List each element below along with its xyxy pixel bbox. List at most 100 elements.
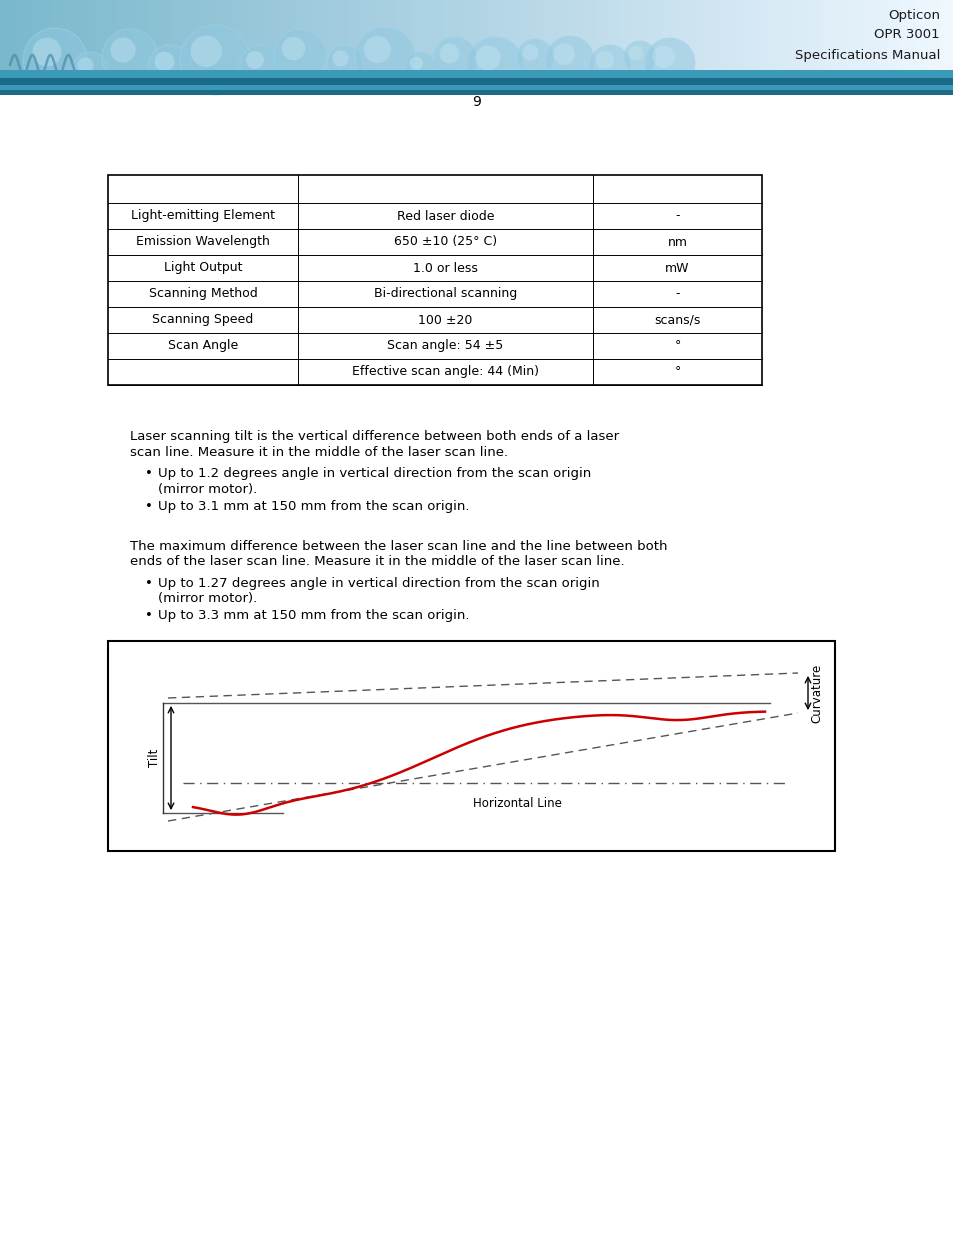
Bar bbox=[395, 0, 400, 85]
Circle shape bbox=[553, 43, 575, 64]
Text: -: - bbox=[675, 288, 679, 300]
Bar bbox=[57, 0, 62, 85]
Bar bbox=[662, 0, 667, 85]
Bar bbox=[429, 0, 434, 85]
Circle shape bbox=[240, 44, 280, 85]
Bar bbox=[305, 0, 310, 85]
Bar bbox=[562, 0, 567, 85]
Bar bbox=[324, 0, 329, 85]
Bar bbox=[0, 83, 953, 91]
Circle shape bbox=[355, 27, 415, 86]
Text: Light-emitting Element: Light-emitting Element bbox=[131, 210, 274, 222]
Bar bbox=[43, 0, 48, 85]
Bar bbox=[400, 0, 405, 85]
Circle shape bbox=[628, 46, 642, 61]
Bar bbox=[781, 0, 786, 85]
Bar bbox=[24, 0, 29, 85]
Bar bbox=[658, 0, 662, 85]
Bar bbox=[943, 0, 948, 85]
Bar bbox=[100, 0, 105, 85]
Bar bbox=[524, 0, 529, 85]
Bar bbox=[729, 0, 734, 85]
Bar bbox=[867, 0, 872, 85]
Bar bbox=[591, 0, 596, 85]
Bar bbox=[424, 0, 429, 85]
Circle shape bbox=[364, 36, 391, 63]
Bar bbox=[467, 0, 472, 85]
Bar bbox=[820, 0, 824, 85]
Bar bbox=[157, 0, 162, 85]
Bar bbox=[86, 0, 91, 85]
Bar bbox=[224, 0, 229, 85]
Circle shape bbox=[409, 57, 422, 70]
Bar bbox=[205, 0, 210, 85]
Text: •: • bbox=[145, 467, 152, 480]
Bar bbox=[257, 0, 262, 85]
Bar bbox=[143, 0, 148, 85]
Text: Emission Wavelength: Emission Wavelength bbox=[136, 236, 270, 248]
Bar bbox=[267, 0, 272, 85]
Bar bbox=[896, 0, 901, 85]
Bar bbox=[848, 0, 853, 85]
Bar bbox=[538, 0, 543, 85]
Bar bbox=[667, 0, 672, 85]
Bar bbox=[76, 0, 81, 85]
Bar bbox=[410, 0, 415, 85]
Bar bbox=[810, 0, 815, 85]
Bar bbox=[581, 0, 586, 85]
Bar bbox=[186, 0, 191, 85]
Text: •: • bbox=[145, 610, 152, 622]
Circle shape bbox=[522, 44, 538, 61]
Bar bbox=[610, 0, 615, 85]
Text: Curvature: Curvature bbox=[810, 663, 822, 722]
Text: Light Output: Light Output bbox=[164, 262, 242, 274]
Bar bbox=[529, 0, 534, 85]
Text: scans/s: scans/s bbox=[654, 314, 700, 326]
Bar bbox=[172, 0, 176, 85]
Text: Red laser diode: Red laser diode bbox=[396, 210, 494, 222]
Bar bbox=[262, 0, 267, 85]
Bar bbox=[95, 0, 100, 85]
Circle shape bbox=[148, 44, 192, 89]
Bar bbox=[496, 0, 500, 85]
Circle shape bbox=[23, 28, 87, 91]
Bar bbox=[743, 0, 748, 85]
Bar bbox=[882, 0, 886, 85]
Circle shape bbox=[327, 44, 363, 82]
Bar bbox=[558, 0, 562, 85]
Bar bbox=[319, 0, 324, 85]
Bar bbox=[48, 0, 52, 85]
Text: Scanning Method: Scanning Method bbox=[149, 288, 257, 300]
Bar bbox=[853, 0, 858, 85]
Bar bbox=[133, 0, 138, 85]
Bar bbox=[419, 0, 424, 85]
Bar bbox=[843, 0, 848, 85]
Circle shape bbox=[71, 52, 108, 88]
Circle shape bbox=[281, 37, 305, 61]
Text: (mirror motor).: (mirror motor). bbox=[158, 592, 257, 605]
Bar bbox=[71, 0, 76, 85]
Bar bbox=[481, 0, 486, 85]
Bar bbox=[162, 0, 167, 85]
Text: mW: mW bbox=[664, 262, 689, 274]
Text: Scan Angle: Scan Angle bbox=[168, 340, 238, 352]
Bar bbox=[334, 0, 338, 85]
Bar bbox=[758, 0, 762, 85]
Bar bbox=[200, 0, 205, 85]
Bar bbox=[191, 0, 195, 85]
Bar bbox=[438, 0, 443, 85]
Bar bbox=[272, 0, 276, 85]
Bar bbox=[0, 0, 5, 85]
Bar bbox=[453, 0, 457, 85]
Bar bbox=[734, 0, 739, 85]
Bar bbox=[376, 0, 381, 85]
Bar bbox=[19, 0, 24, 85]
Bar bbox=[805, 0, 810, 85]
Circle shape bbox=[180, 25, 250, 95]
Text: •: • bbox=[145, 577, 152, 589]
Bar bbox=[572, 0, 577, 85]
Bar bbox=[38, 0, 43, 85]
Text: Tilt: Tilt bbox=[149, 748, 161, 767]
Circle shape bbox=[433, 37, 476, 82]
Text: Up to 1.27 degrees angle in vertical direction from the scan origin: Up to 1.27 degrees angle in vertical dir… bbox=[158, 577, 599, 589]
